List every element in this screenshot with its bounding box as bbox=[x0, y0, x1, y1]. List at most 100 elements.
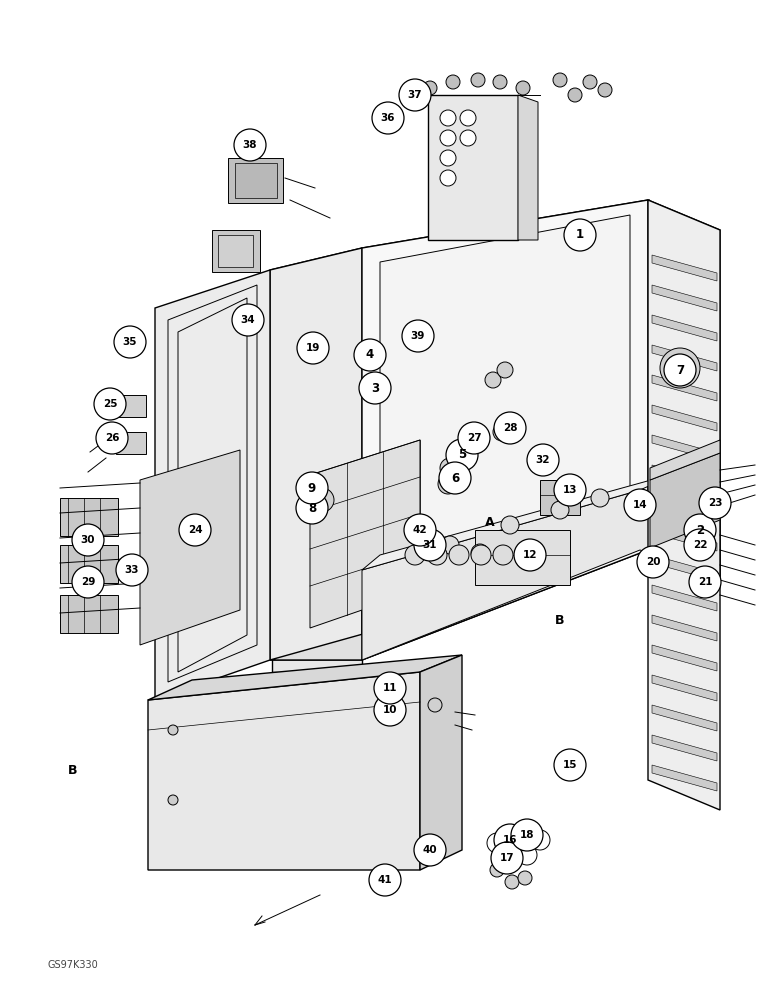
Circle shape bbox=[369, 864, 401, 896]
Circle shape bbox=[439, 462, 471, 494]
Circle shape bbox=[72, 524, 104, 556]
Circle shape bbox=[505, 875, 519, 889]
Polygon shape bbox=[652, 465, 717, 491]
Circle shape bbox=[96, 422, 128, 454]
Text: B: B bbox=[68, 764, 78, 776]
Polygon shape bbox=[518, 95, 538, 240]
Polygon shape bbox=[140, 450, 240, 645]
Circle shape bbox=[438, 474, 458, 494]
Circle shape bbox=[493, 75, 507, 89]
Circle shape bbox=[553, 73, 567, 87]
Circle shape bbox=[494, 412, 526, 444]
Polygon shape bbox=[652, 615, 717, 641]
Circle shape bbox=[296, 472, 328, 504]
Circle shape bbox=[516, 81, 530, 95]
Circle shape bbox=[527, 444, 559, 476]
Circle shape bbox=[517, 845, 537, 865]
Text: 5: 5 bbox=[458, 448, 466, 462]
Text: 11: 11 bbox=[383, 683, 398, 693]
Circle shape bbox=[114, 326, 146, 358]
Circle shape bbox=[551, 501, 569, 519]
Circle shape bbox=[684, 514, 716, 546]
Polygon shape bbox=[652, 765, 717, 791]
Circle shape bbox=[179, 514, 211, 546]
Polygon shape bbox=[272, 200, 650, 290]
Bar bbox=[60, 545, 118, 583]
Text: 35: 35 bbox=[123, 337, 137, 347]
Circle shape bbox=[441, 536, 459, 554]
Circle shape bbox=[449, 545, 469, 565]
Circle shape bbox=[405, 545, 425, 565]
Circle shape bbox=[296, 492, 328, 524]
Text: 42: 42 bbox=[413, 525, 428, 535]
Text: 10: 10 bbox=[383, 705, 398, 715]
Circle shape bbox=[94, 388, 126, 420]
Circle shape bbox=[568, 88, 582, 102]
Circle shape bbox=[414, 529, 446, 561]
Polygon shape bbox=[652, 375, 717, 401]
Circle shape bbox=[354, 339, 386, 371]
Polygon shape bbox=[310, 440, 420, 628]
Circle shape bbox=[399, 79, 431, 111]
Text: GS97K330: GS97K330 bbox=[48, 960, 99, 970]
Polygon shape bbox=[652, 405, 717, 431]
Text: 31: 31 bbox=[423, 540, 437, 550]
Circle shape bbox=[414, 834, 446, 866]
Circle shape bbox=[689, 566, 721, 598]
Text: 15: 15 bbox=[563, 760, 577, 770]
Text: 18: 18 bbox=[520, 830, 534, 840]
Polygon shape bbox=[272, 252, 362, 672]
Text: 26: 26 bbox=[105, 433, 119, 443]
Polygon shape bbox=[648, 200, 720, 810]
Text: 12: 12 bbox=[523, 550, 537, 560]
Polygon shape bbox=[362, 200, 648, 660]
Circle shape bbox=[446, 439, 478, 471]
Text: 19: 19 bbox=[306, 343, 320, 353]
Circle shape bbox=[440, 110, 456, 126]
Circle shape bbox=[670, 358, 690, 378]
Text: 38: 38 bbox=[242, 140, 257, 150]
Circle shape bbox=[440, 170, 456, 186]
Text: 21: 21 bbox=[698, 577, 713, 587]
Polygon shape bbox=[650, 440, 720, 480]
Circle shape bbox=[554, 474, 586, 506]
Circle shape bbox=[428, 698, 442, 712]
Text: 41: 41 bbox=[378, 875, 392, 885]
Circle shape bbox=[427, 545, 447, 565]
Polygon shape bbox=[652, 495, 717, 521]
Polygon shape bbox=[652, 435, 717, 461]
Polygon shape bbox=[270, 550, 648, 660]
Circle shape bbox=[471, 544, 489, 562]
Text: 13: 13 bbox=[563, 485, 577, 495]
Circle shape bbox=[168, 795, 178, 805]
Circle shape bbox=[493, 423, 511, 441]
Polygon shape bbox=[270, 200, 648, 270]
Circle shape bbox=[310, 488, 334, 512]
Text: 27: 27 bbox=[467, 433, 481, 443]
Polygon shape bbox=[155, 270, 270, 700]
Text: 16: 16 bbox=[503, 835, 517, 845]
Text: 24: 24 bbox=[188, 525, 202, 535]
Circle shape bbox=[440, 150, 456, 166]
Text: 20: 20 bbox=[645, 557, 660, 567]
Circle shape bbox=[440, 130, 456, 146]
Text: 39: 39 bbox=[411, 331, 425, 341]
Circle shape bbox=[497, 362, 513, 378]
Polygon shape bbox=[652, 585, 717, 611]
Text: 17: 17 bbox=[499, 853, 514, 863]
Circle shape bbox=[493, 545, 513, 565]
Polygon shape bbox=[362, 472, 680, 570]
Circle shape bbox=[461, 431, 479, 449]
Circle shape bbox=[554, 749, 586, 781]
Text: 14: 14 bbox=[633, 500, 647, 510]
Polygon shape bbox=[652, 735, 717, 761]
Circle shape bbox=[440, 458, 460, 478]
Circle shape bbox=[458, 422, 490, 454]
Circle shape bbox=[564, 219, 596, 251]
Bar bbox=[428, 95, 518, 240]
Circle shape bbox=[168, 725, 178, 735]
Text: 29: 29 bbox=[81, 577, 95, 587]
Bar bbox=[60, 595, 118, 633]
Circle shape bbox=[699, 487, 731, 519]
Circle shape bbox=[502, 848, 522, 868]
